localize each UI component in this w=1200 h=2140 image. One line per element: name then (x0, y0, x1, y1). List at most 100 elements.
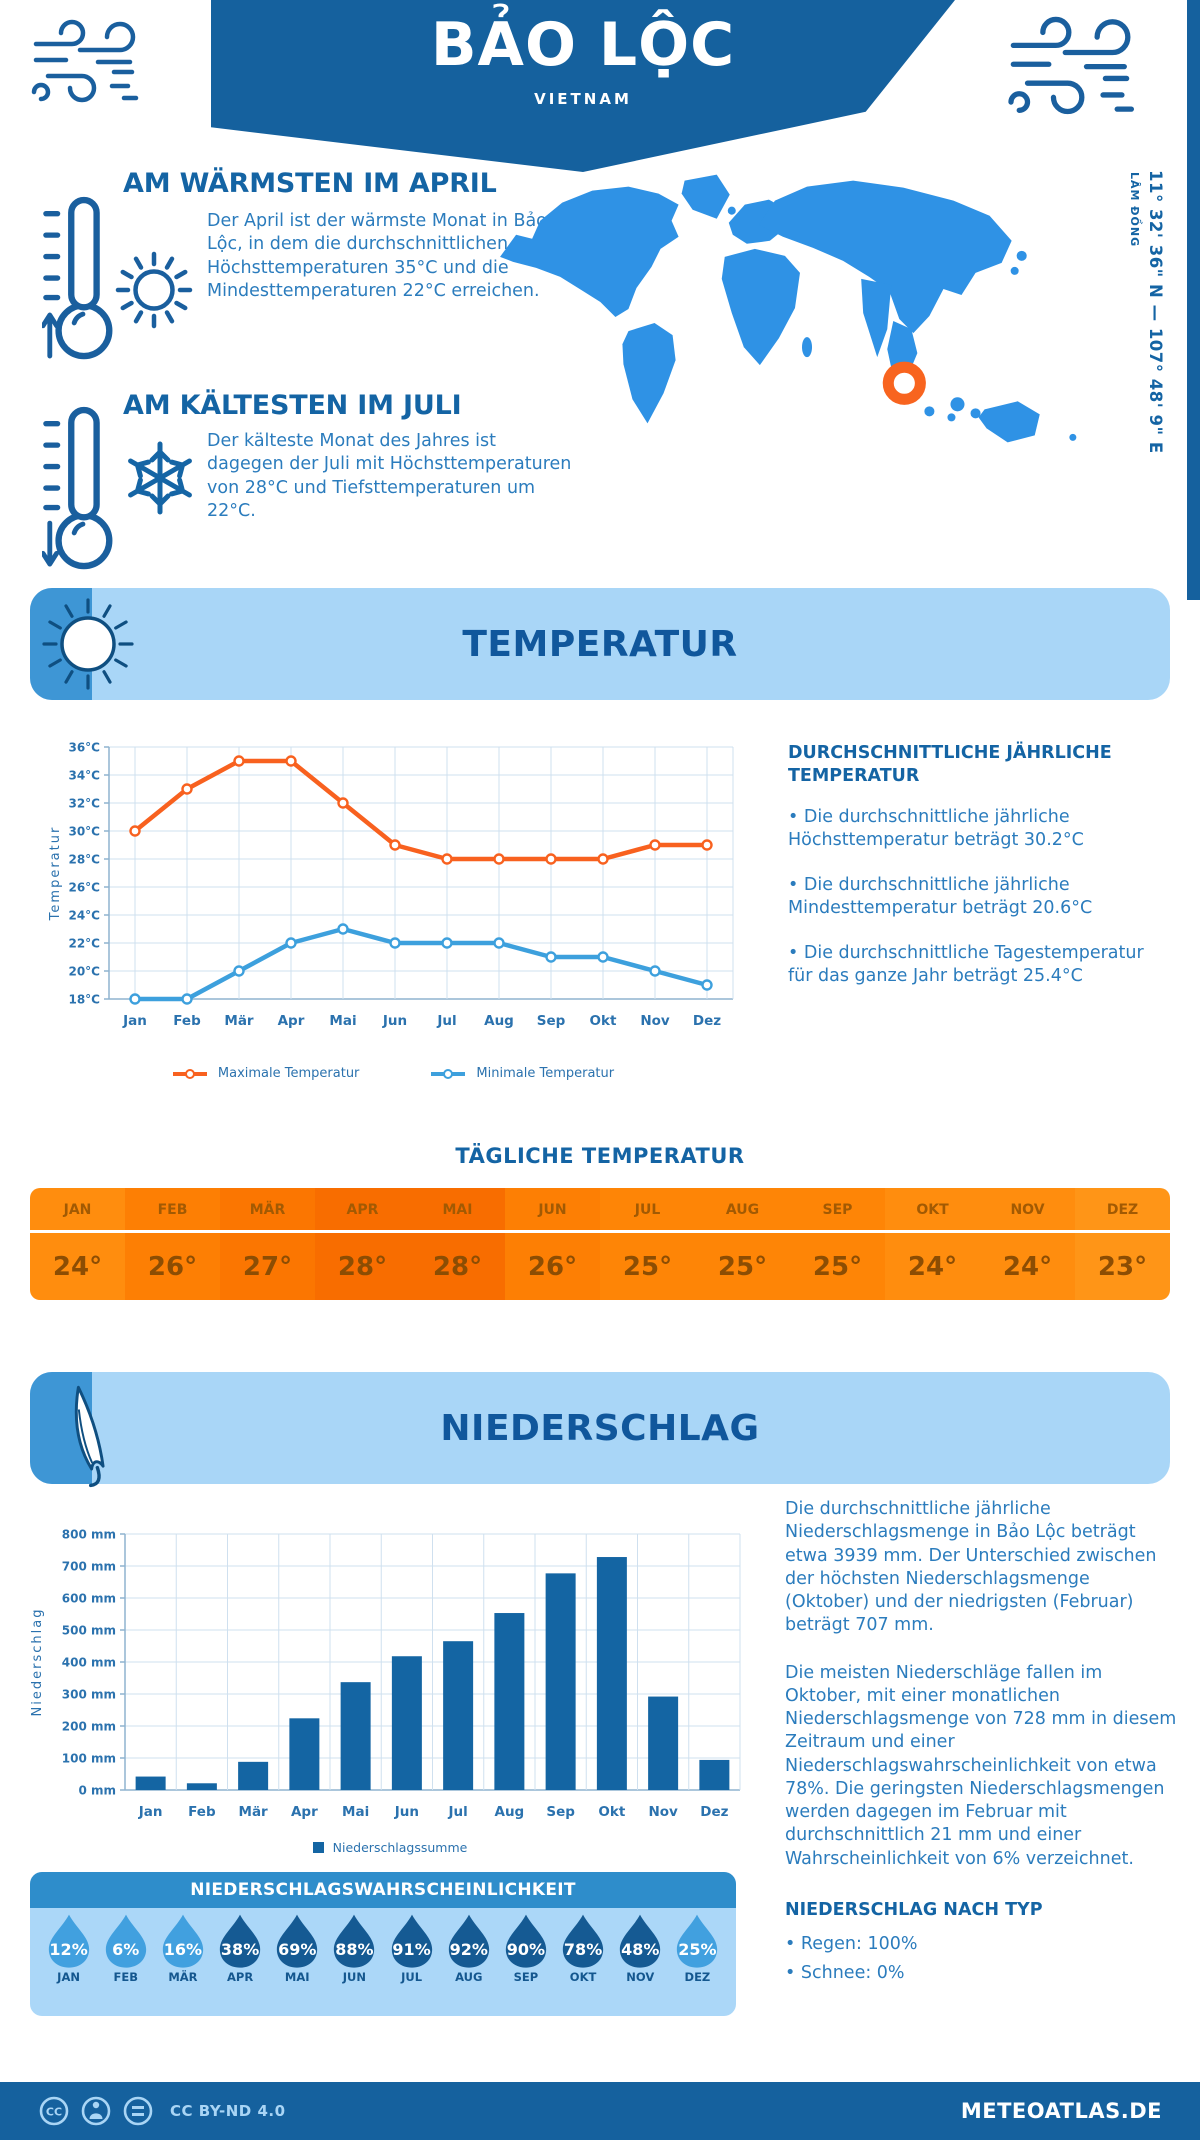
water-drop-icon (105, 1914, 146, 1968)
precipitation-paragraph: Die meisten Niederschläge fallen im Okto… (785, 1662, 1177, 1869)
daily-table-column: SEP 25° (790, 1188, 885, 1300)
daily-table-value: 24° (52, 1251, 103, 1282)
svg-text:Sep: Sep (537, 1013, 566, 1029)
probability-value: 25% (678, 1940, 717, 1959)
temperature-section-banner: TEMPERATUR (30, 588, 1170, 700)
svg-text:Mär: Mär (239, 1804, 269, 1820)
probability-value: 69% (278, 1940, 317, 1959)
svg-text:Sep: Sep (546, 1804, 575, 1820)
daily-table-column: FEB 26° (125, 1188, 220, 1300)
svg-text:Okt: Okt (590, 1013, 617, 1029)
daily-table-value: 25° (812, 1251, 863, 1282)
legend-item: Niederschlagssumme (312, 1840, 467, 1855)
world-map (500, 174, 1077, 443)
series-1 (129, 923, 713, 1005)
svg-text:CC: CC (46, 2106, 62, 2119)
page-subtitle: VIETNAM (534, 90, 632, 108)
daily-table-month: MAI (410, 1188, 505, 1233)
probability-value: 48% (621, 1940, 660, 1959)
probability-item: 25% DEZ (669, 1913, 726, 1984)
daily-table-month: FEB (125, 1188, 220, 1233)
equals-icon (123, 2096, 153, 2126)
daily-table-value: 27° (242, 1251, 293, 1282)
wind-icon (995, 10, 1145, 128)
probability-month: JUL (401, 1970, 423, 1984)
daily-table-month: APR (315, 1188, 410, 1233)
svg-text:26°C: 26°C (68, 881, 100, 895)
annual-bullet: • Die durchschnittliche jährliche Höchst… (788, 806, 1084, 850)
daily-table-month: AUG (695, 1188, 790, 1233)
daily-table-column: DEZ 23° (1075, 1188, 1170, 1300)
svg-text:Dez: Dez (700, 1804, 728, 1820)
water-drop-icon (391, 1914, 432, 1968)
bar (699, 1759, 730, 1790)
water-drop-icon (277, 1914, 318, 1968)
legend-item: Maximale Temperatur (171, 1066, 359, 1081)
daily-table-value: 24° (907, 1251, 958, 1282)
svg-text:Niederschlag: Niederschlag (30, 1608, 45, 1717)
coldest-text: Der kälteste Monat des Jahres ist dagege… (207, 431, 572, 521)
bar (186, 1783, 217, 1790)
svg-text:Nov: Nov (640, 1013, 670, 1029)
svg-text:Feb: Feb (188, 1804, 216, 1820)
probability-month: SEP (513, 1970, 539, 1984)
svg-text:Apr: Apr (291, 1804, 318, 1820)
svg-text:22°C: 22°C (68, 937, 100, 951)
cc-icon (39, 2096, 69, 2126)
probability-month: APR (226, 1970, 254, 1984)
probability-item: 69% MAI (269, 1913, 326, 1984)
probability-month: OKT (569, 1970, 597, 1984)
probability-month: JUN (342, 1970, 367, 1984)
daily-table-value: 26° (527, 1251, 578, 1282)
precipitation-bar-chart: 0 mm 100 mm 200 mm 300 mm 400 mm 500 mm 600 mm… (30, 1528, 741, 1820)
water-drop-icon (448, 1914, 489, 1968)
person-icon (81, 2096, 111, 2126)
bar (443, 1641, 474, 1790)
daily-table-value: 28° (432, 1251, 483, 1282)
annual-bullet: • Die durchschnittliche Tagestemperatur … (788, 942, 1144, 986)
probability-item: 48% NOV (612, 1913, 669, 1984)
svg-text:Dez: Dez (693, 1013, 721, 1029)
probability-value: 91% (392, 1940, 431, 1959)
probability-value: 78% (563, 1940, 603, 1959)
annual-bullet: • Die durchschnittliche jährliche Mindes… (788, 874, 1093, 918)
annual-temperature-column: DURCHSCHNITTLICHE JÄHRLICHE TEMPERATUR •… (788, 742, 1170, 1010)
probability-item: 38% APR (212, 1913, 269, 1984)
precipitation-section-banner: NIEDERSCHLAG (30, 1372, 1170, 1488)
probability-value: 6% (112, 1940, 140, 1959)
page-title: BẢO LỘC (430, 10, 736, 80)
probability-item: 16% MÄR (154, 1913, 211, 1984)
svg-text:Jan: Jan (122, 1013, 147, 1029)
sun-icon (115, 251, 193, 329)
daily-table-value: 24° (1002, 1251, 1053, 1282)
svg-text:34°C: 34°C (68, 769, 100, 783)
snowflake-icon (128, 441, 192, 515)
daily-temperature-table: JAN 24° FEB 26° MÄR 27° APR 28° MAI 28° JUN 26° JUL 2… (30, 1188, 1170, 1300)
daily-table-column: AUG 25° (695, 1188, 790, 1300)
probability-value: 12% (49, 1940, 88, 1959)
svg-text:Apr: Apr (278, 1013, 305, 1029)
svg-text:Mai: Mai (329, 1013, 356, 1029)
daily-table-month: NOV (980, 1188, 1075, 1233)
daily-table-month: DEZ (1075, 1188, 1170, 1233)
warmest-title: AM WÄRMSTEN IM APRIL (123, 168, 497, 199)
probability-month: DEZ (684, 1970, 711, 1984)
daily-table-month: MÄR (220, 1188, 315, 1233)
probability-value: 38% (220, 1940, 260, 1959)
precipitation-type-item: • Schnee: 0% (785, 1962, 905, 1983)
thermometer-up-icon (42, 188, 120, 370)
svg-text:700 mm: 700 mm (62, 1560, 116, 1574)
bar (596, 1557, 627, 1790)
svg-text:Mär: Mär (224, 1013, 254, 1029)
svg-text:500 mm: 500 mm (62, 1624, 116, 1638)
daily-table-value: 25° (717, 1251, 768, 1282)
probability-month: NOV (626, 1970, 655, 1984)
svg-text:400 mm: 400 mm (62, 1656, 116, 1670)
daily-table-column: APR 28° (315, 1188, 410, 1300)
probability-item: 90% SEP (497, 1913, 554, 1984)
daily-table-value: 28° (337, 1251, 388, 1282)
probability-item: 12% JAN (40, 1913, 97, 1984)
bar (289, 1718, 320, 1790)
water-drop-icon (562, 1914, 604, 1968)
svg-text:18°C: 18°C (68, 993, 100, 1007)
